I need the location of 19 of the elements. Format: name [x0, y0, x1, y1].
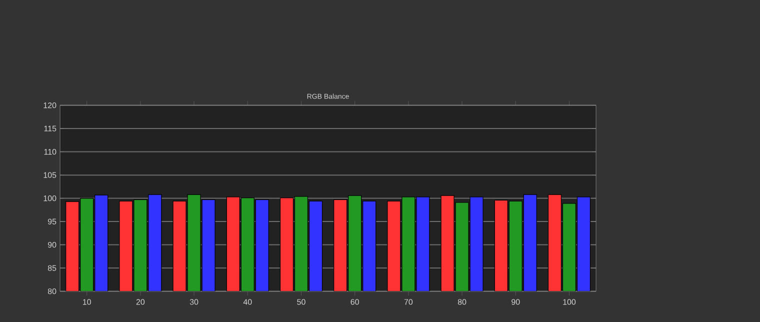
y-tick-label: 110 [44, 148, 56, 155]
x-tick-label: 90 [512, 299, 520, 305]
y-tick-label: 85 [48, 265, 56, 271]
y-tick-label: 120 [44, 102, 56, 108]
x-tick-label: 80 [458, 299, 466, 305]
x-tick-label: 20 [136, 299, 145, 305]
x-tick-label: 40 [243, 299, 252, 305]
y-tick-label: 100 [44, 195, 56, 202]
x-tick-label: 60 [350, 299, 359, 305]
y-tick-label: 105 [44, 172, 56, 178]
y-tick-label: 115 [44, 126, 56, 132]
x-tick-label: 50 [297, 299, 306, 305]
x-tick-label: 10 [83, 299, 91, 305]
x-tick-label: 30 [190, 299, 198, 305]
y-tick-label: 80 [48, 288, 56, 294]
x-tick-label: 70 [404, 299, 413, 305]
x-tick-label: 100 [563, 299, 576, 305]
y-tick-label: 95 [48, 218, 56, 224]
y-tick-label: 90 [48, 242, 56, 248]
